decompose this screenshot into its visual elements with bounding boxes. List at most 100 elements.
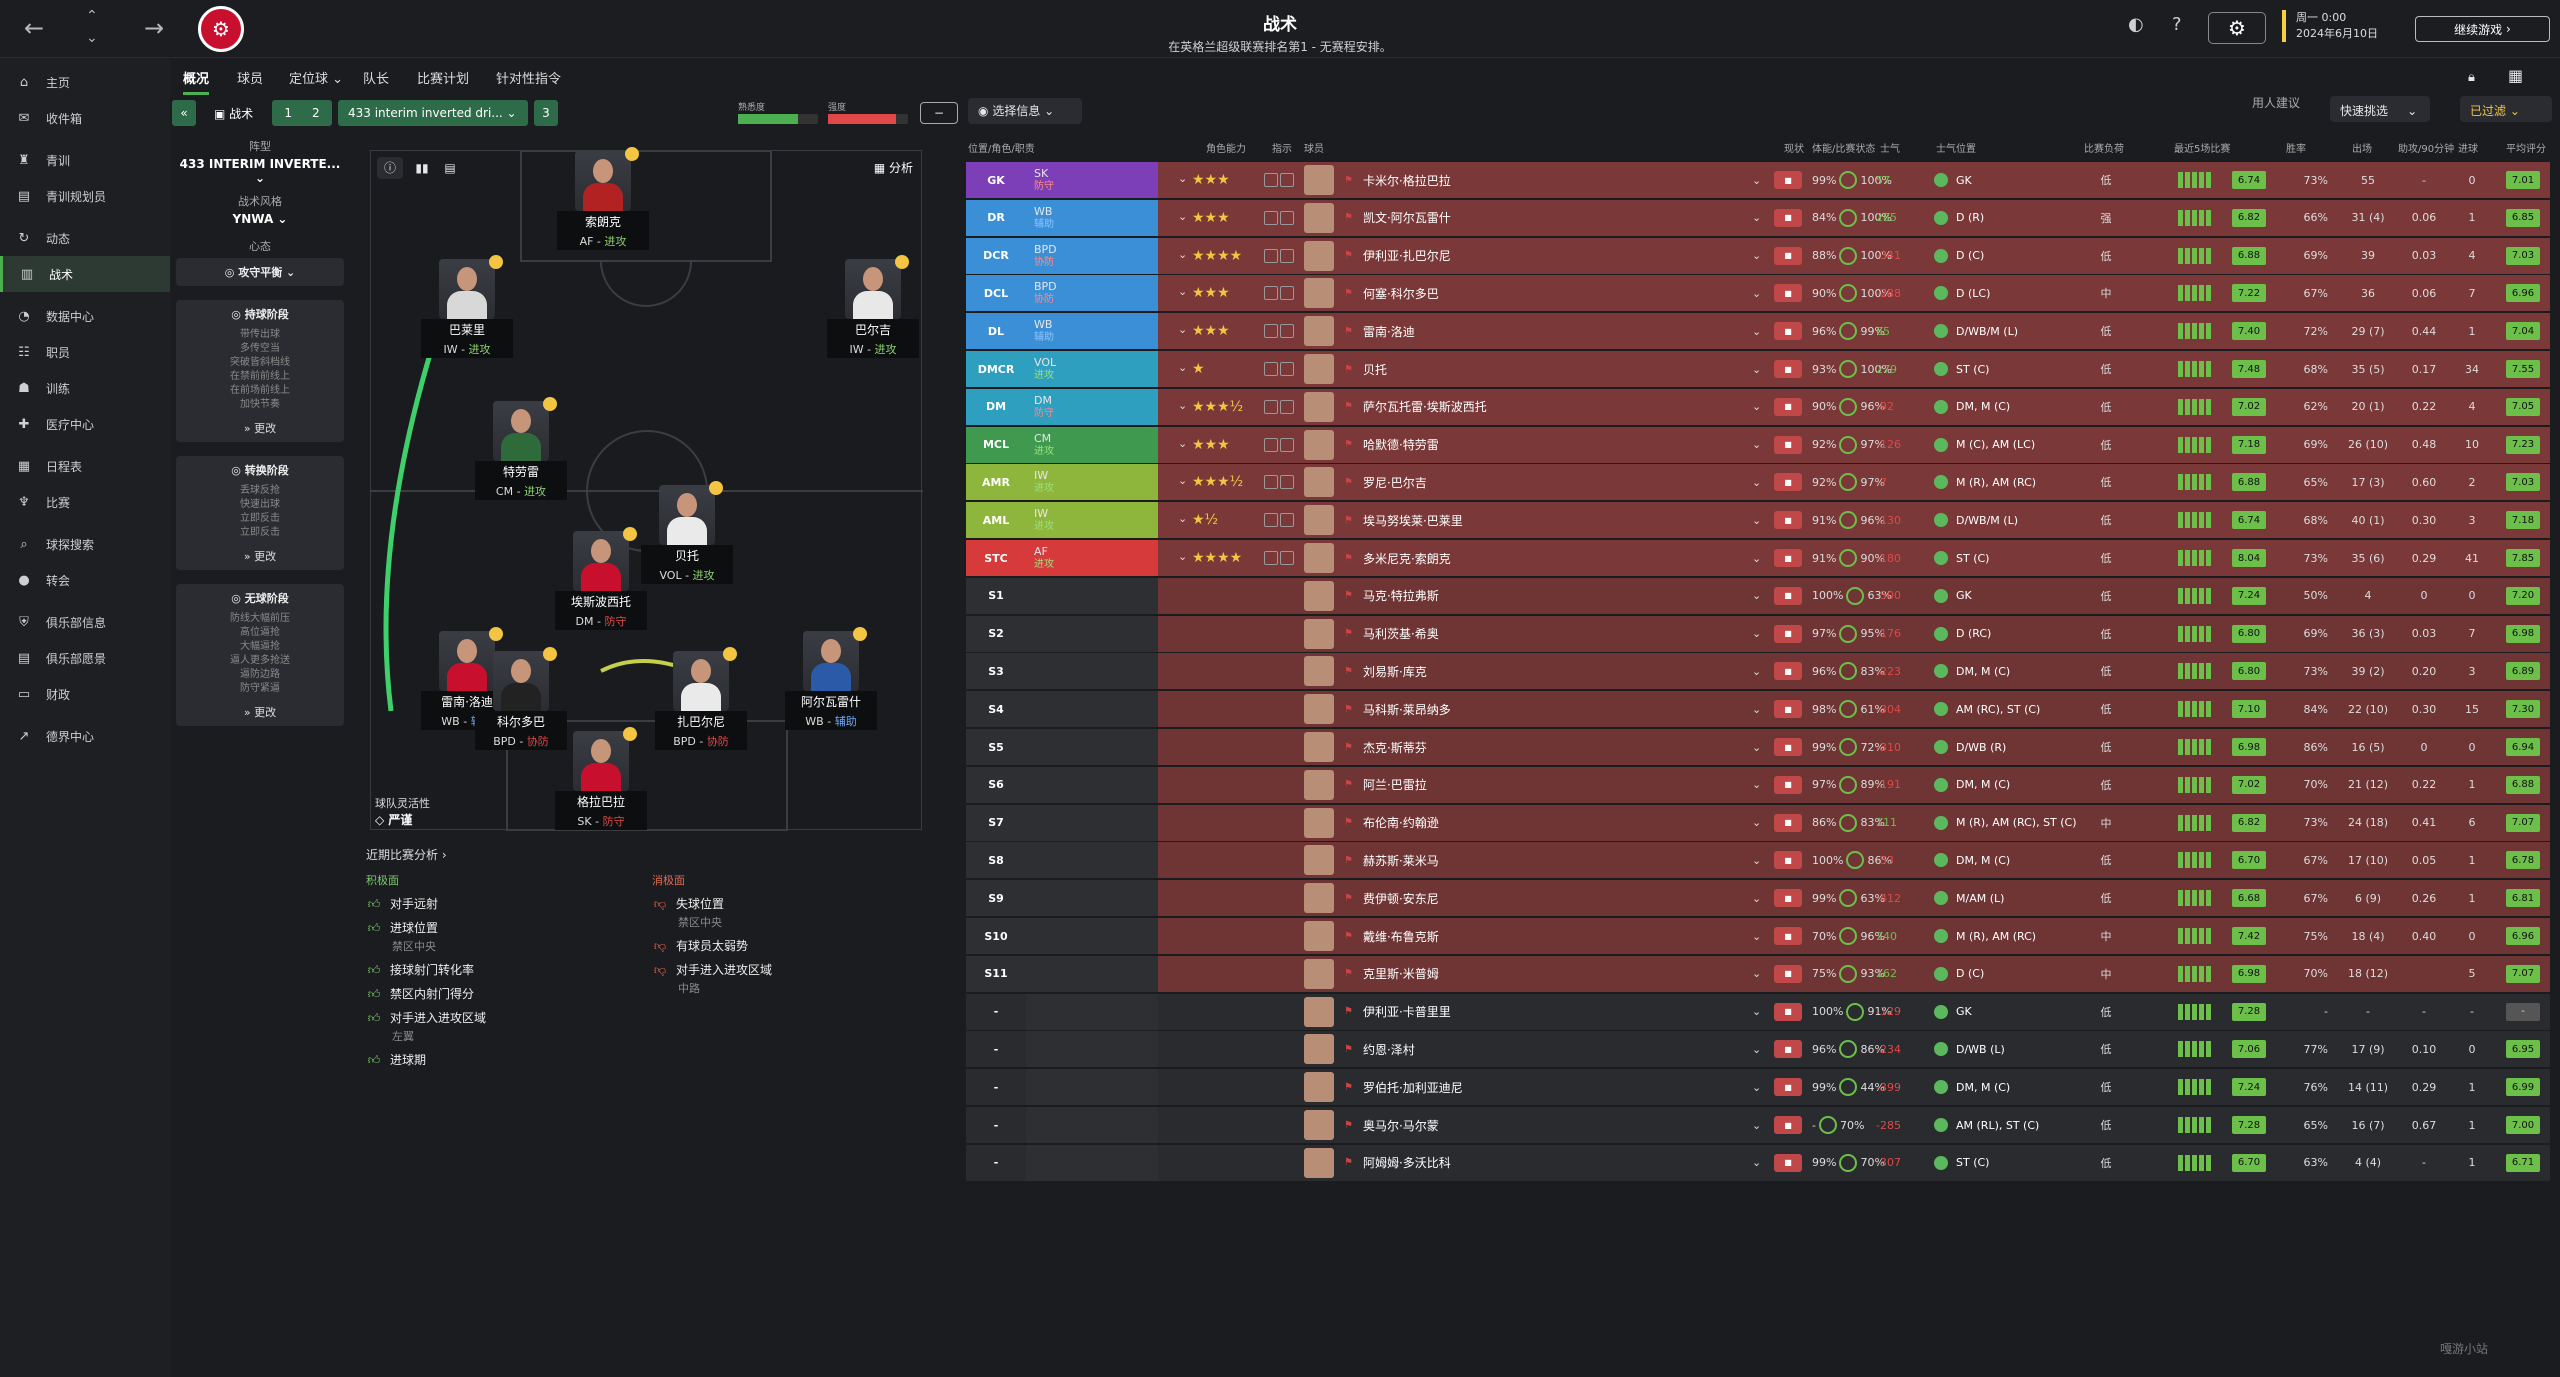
sidebar-item-11[interactable]: ♆ 比赛: [0, 484, 170, 520]
table-header-cell[interactable]: 球员: [1304, 144, 1324, 155]
tactic-name-select[interactable]: 433 interim inverted dri... ⌄: [338, 100, 528, 126]
position-cell[interactable]: DCL: [966, 275, 1026, 312]
row-dropdown-icon[interactable]: ⌄: [1752, 853, 1762, 867]
tab-captains[interactable]: 队长: [363, 72, 390, 87]
slot-2[interactable]: 2: [312, 106, 320, 120]
row-dropdown-icon[interactable]: ⌄: [1752, 1156, 1762, 1170]
row-dropdown-icon[interactable]: ⌄: [1752, 173, 1762, 187]
analysis-tag[interactable]: ▦ 分析: [874, 159, 913, 176]
role-cell[interactable]: SK 防守: [1026, 162, 1158, 198]
sidebar-item-1[interactable]: ✉ 收件箱: [0, 100, 170, 136]
table-header-cell[interactable]: 进球: [2458, 144, 2478, 155]
position-cell[interactable]: -: [966, 993, 1026, 1030]
sidebar-item-15[interactable]: ▤ 俱乐部愿景: [0, 640, 170, 676]
tab-match-plan[interactable]: 比赛计划: [417, 72, 470, 87]
role-cell[interactable]: [1026, 1069, 1158, 1106]
row-dropdown-icon[interactable]: ⌄: [1752, 249, 1762, 263]
player-name[interactable]: ⚑ 贝托: [1344, 351, 1387, 387]
role-cell[interactable]: [1026, 880, 1158, 917]
player-name[interactable]: ⚑ 克里斯·米普姆: [1344, 956, 1439, 992]
row-dropdown-icon[interactable]: ⌄: [1752, 627, 1762, 641]
row-dropdown-icon[interactable]: ⌄: [1752, 740, 1762, 754]
filter-button[interactable]: 已过滤 ⌄: [2460, 96, 2552, 122]
sidebar-item-10[interactable]: ▦ 日程表: [0, 448, 170, 484]
chevron-down-icon[interactable]: ⌄: [1178, 285, 1188, 299]
position-cell[interactable]: S2: [966, 615, 1026, 652]
player-name[interactable]: ⚑ 何塞·科尔多巴: [1344, 275, 1439, 311]
table-row[interactable]: GK SK 防守 ⌄ ★★★ ⚑ 卡米尔·格拉巴拉 ⌄ ■ 99% 100% 57 …: [966, 162, 2550, 198]
row-dropdown-icon[interactable]: ⌄: [1752, 513, 1762, 527]
sidebar-item-8[interactable]: ☗ 训练: [0, 370, 170, 406]
role-cell[interactable]: IW 进攻: [1026, 502, 1158, 539]
instructions-icon[interactable]: [1264, 238, 1296, 274]
position-cell[interactable]: S7: [966, 804, 1026, 841]
continue-button[interactable]: 继续游戏 ›: [2415, 16, 2550, 42]
slot-1[interactable]: 1: [284, 106, 292, 120]
lock-icon[interactable]: 🔒︎: [2468, 70, 2475, 85]
quick-pick-button[interactable]: 快速挑选 ⌄: [2330, 96, 2430, 122]
position-cell[interactable]: DMCR: [966, 351, 1026, 387]
table-header-cell[interactable]: 现状: [1784, 144, 1804, 155]
row-dropdown-icon[interactable]: ⌄: [1752, 778, 1762, 792]
instructions-icon[interactable]: [1264, 275, 1296, 311]
position-cell[interactable]: STC: [966, 540, 1026, 576]
sidebar-item-7[interactable]: ☷ 职员: [0, 334, 170, 370]
select-info-dropdown[interactable]: ◉ 选择信息 ⌄: [968, 98, 1082, 124]
row-dropdown-icon[interactable]: ⌄: [1752, 891, 1762, 905]
table-header-cell[interactable]: 最近5场比赛: [2174, 144, 2231, 155]
player-name[interactable]: ⚑ 雷南·洛迪: [1344, 313, 1415, 349]
instructions-icon[interactable]: [1264, 200, 1296, 236]
sidebar-item-16[interactable]: ▭ 财政: [0, 676, 170, 712]
instructions-icon[interactable]: [1264, 313, 1296, 349]
chevron-down-icon[interactable]: ⌄: [1178, 474, 1188, 488]
settings-button[interactable]: ⚙: [2208, 12, 2266, 44]
chevron-down-icon[interactable]: ⌄: [1178, 550, 1188, 563]
pitch-player-7[interactable]: 科尔多巴 BPD - 协防: [475, 647, 567, 750]
position-cell[interactable]: S3: [966, 653, 1026, 690]
club-badge-icon[interactable]: ⚙: [198, 6, 244, 52]
table-row[interactable]: DM DM 防守 ⌄ ★★★½ ⚑ 萨尔瓦托雷·埃斯波西托 ⌄ ■ 90% 96% …: [966, 388, 2550, 425]
instructions-icon[interactable]: [1264, 351, 1296, 387]
table-row[interactable]: DMCR VOL 进攻 ⌄ ★ ⚑ 贝托 ⌄ ■ 93% 100% 279 ST (…: [966, 351, 2550, 387]
bar-chart-icon[interactable]: ▮▮: [415, 161, 429, 175]
role-cell[interactable]: [1026, 577, 1158, 614]
instructions-icon[interactable]: [1264, 502, 1296, 538]
table-row[interactable]: STC AF 进攻 ⌄ ★★★★ ⚑ 多米尼克·索朗克 ⌄ ■ 91% 90% -1…: [966, 540, 2550, 576]
role-cell[interactable]: [1026, 615, 1158, 652]
table-row[interactable]: S8 ⚑ 赫苏斯·莱米马 ⌄ ■ 100% 86% -53 DM, M (C) 低 …: [966, 842, 2550, 879]
table-header-cell[interactable]: 出场: [2352, 144, 2372, 155]
position-cell[interactable]: DCR: [966, 237, 1026, 274]
player-name[interactable]: ⚑ 萨尔瓦托雷·埃斯波西托: [1344, 389, 1487, 425]
phase-more-button[interactable]: » 更改: [243, 706, 277, 719]
player-name[interactable]: ⚑ 阿姆姆·多沃比科: [1344, 1145, 1451, 1181]
list-icon[interactable]: ▤: [444, 161, 456, 175]
role-cell[interactable]: [1026, 993, 1158, 1030]
position-cell[interactable]: MCL: [966, 426, 1026, 463]
style-select[interactable]: YNWA ⌄: [232, 212, 288, 226]
phase-more-button[interactable]: » 更改: [243, 422, 277, 435]
back-arrow-icon[interactable]: ←: [24, 14, 45, 42]
player-name[interactable]: ⚑ 马利茨基·希奥: [1344, 616, 1439, 652]
sidebar-item-9[interactable]: ✚ 医疗中心: [0, 406, 170, 442]
tab-set-pieces[interactable]: 定位球 ⌄: [289, 72, 344, 87]
pitch-player-0[interactable]: 索朗克 AF - 进攻: [557, 147, 649, 250]
row-dropdown-icon[interactable]: ⌄: [1752, 702, 1762, 716]
table-row[interactable]: S11 ⚑ 克里斯·米普姆 ⌄ ■ 75% 93% 162 D (C) 中 6.98…: [966, 955, 2550, 992]
player-name[interactable]: ⚑ 约恩·泽村: [1344, 1031, 1415, 1067]
role-cell[interactable]: CM 进攻: [1026, 426, 1158, 463]
table-header-cell[interactable]: 士气位置: [1936, 144, 1976, 155]
player-name[interactable]: ⚑ 刘易斯·库克: [1344, 653, 1427, 689]
row-dropdown-icon[interactable]: ⌄: [1752, 1118, 1762, 1132]
position-cell[interactable]: S5: [966, 729, 1026, 765]
table-header-cell[interactable]: 胜率: [2286, 144, 2306, 155]
instructions-icon[interactable]: [1264, 540, 1296, 576]
position-cell[interactable]: -: [966, 1031, 1026, 1068]
position-cell[interactable]: S4: [966, 691, 1026, 728]
position-cell[interactable]: DM: [966, 388, 1026, 425]
pitch-player-4[interactable]: 贝托 VOL - 进攻: [641, 481, 733, 584]
table-header-cell[interactable]: 指示: [1272, 144, 1292, 155]
down-icon[interactable]: ⌄: [86, 30, 98, 46]
table-row[interactable]: AMR IW 进攻 ⌄ ★★★½ ⚑ 罗尼·巴尔吉 ⌄ ■ 92% 97% -7 M…: [966, 464, 2550, 501]
row-dropdown-icon[interactable]: ⌄: [1752, 816, 1762, 830]
minus-button[interactable]: −: [920, 102, 958, 124]
